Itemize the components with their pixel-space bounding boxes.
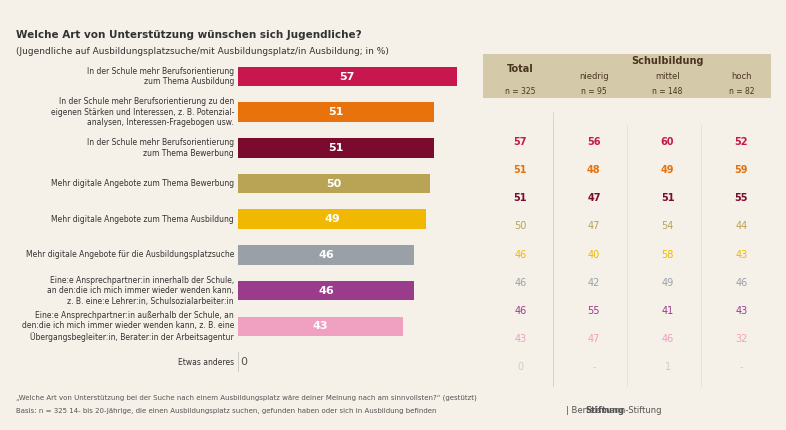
Text: Mehr digitale Angebote zum Thema Bewerbung: Mehr digitale Angebote zum Thema Bewerbu… [51, 179, 234, 188]
Text: Eine:e Ansprechpartner:in innerhalb der Schule,
an den:die ich mich immer wieder: Eine:e Ansprechpartner:in innerhalb der … [47, 276, 234, 306]
Text: 51: 51 [328, 143, 343, 153]
Text: Basis: n = 325 14- bis 20-Jährige, die einen Ausbildungsplatz suchen, gefunden h: Basis: n = 325 14- bis 20-Jährige, die e… [16, 408, 436, 414]
Text: n = 82: n = 82 [729, 86, 754, 95]
Text: 55: 55 [735, 193, 748, 203]
Text: | Bertelsmann­Stiftung: | Bertelsmann­Stiftung [566, 406, 662, 415]
Text: In der Schule mehr Berufsorientierung
zum Thema Bewerbung: In der Schule mehr Berufsorientierung zu… [87, 138, 234, 158]
Text: n = 148: n = 148 [652, 86, 683, 95]
Text: (Jugendliche auf Ausbildungsplatzsuche/mit Ausbildungsplatz/in Ausbildung; in %): (Jugendliche auf Ausbildungsplatzsuche/m… [16, 47, 388, 56]
Text: Welche Art von Unterstützung wünschen sich Jugendliche?: Welche Art von Unterstützung wünschen si… [16, 30, 362, 40]
Text: 59: 59 [735, 165, 748, 175]
Text: 44: 44 [735, 221, 747, 231]
Text: 42: 42 [588, 278, 600, 288]
Text: n = 95: n = 95 [581, 86, 607, 95]
Text: 51: 51 [661, 193, 674, 203]
Text: n = 325: n = 325 [505, 86, 535, 95]
Text: 51: 51 [328, 107, 343, 117]
Text: 48: 48 [587, 165, 601, 175]
Bar [238, 138, 434, 158]
Text: 49: 49 [662, 278, 674, 288]
FancyBboxPatch shape [546, 55, 771, 98]
Text: Etwas anderes: Etwas anderes [178, 357, 234, 366]
Bar [238, 67, 457, 86]
Bar [238, 245, 414, 265]
Text: 56: 56 [587, 137, 601, 147]
Text: 0: 0 [517, 362, 523, 372]
Text: 46: 46 [318, 286, 334, 296]
Bar [238, 174, 430, 194]
Bar [238, 209, 426, 229]
Text: 1: 1 [664, 362, 670, 372]
Text: 41: 41 [662, 306, 674, 316]
Text: niedrig: niedrig [579, 73, 608, 81]
Text: 46: 46 [735, 278, 747, 288]
Text: 55: 55 [588, 306, 601, 316]
Bar [238, 281, 414, 301]
Text: 43: 43 [514, 334, 527, 344]
Text: In der Schule mehr Berufsorientierung
zum Thema Ausbildung: In der Schule mehr Berufsorientierung zu… [87, 67, 234, 86]
Text: Mehr digitale Angebote zum Thema Ausbildung: Mehr digitale Angebote zum Thema Ausbild… [51, 215, 234, 224]
Text: 46: 46 [318, 250, 334, 260]
Text: 0: 0 [241, 357, 247, 367]
Bar [238, 102, 434, 122]
Text: 49: 49 [661, 165, 674, 175]
Text: 46: 46 [514, 306, 527, 316]
Text: -: - [592, 362, 596, 372]
Text: 51: 51 [513, 165, 527, 175]
Bar [238, 316, 403, 336]
Text: 57: 57 [340, 71, 355, 82]
Text: 43: 43 [735, 306, 747, 316]
Text: Eine:e Ansprechpartner:in außerhalb der Schule, an
den:die ich mich immer wieder: Eine:e Ansprechpartner:in außerhalb der … [22, 311, 234, 342]
Text: Mehr digitale Angebote für die Ausbildungsplatzsuche: Mehr digitale Angebote für die Ausbildun… [26, 251, 234, 259]
Text: 43: 43 [313, 321, 328, 332]
Text: 46: 46 [514, 249, 527, 260]
Text: 40: 40 [588, 249, 600, 260]
Text: 32: 32 [735, 334, 747, 344]
Text: hoch: hoch [731, 73, 751, 81]
Text: 43: 43 [735, 249, 747, 260]
Text: In der Schule mehr Berufsorientierung zu den
eigenen Stärken und Interessen, z. : In der Schule mehr Berufsorientierung zu… [50, 97, 234, 127]
Text: 46: 46 [662, 334, 674, 344]
Text: 47: 47 [588, 334, 600, 344]
Text: 54: 54 [662, 221, 674, 231]
Text: 52: 52 [735, 137, 748, 147]
Text: 50: 50 [514, 221, 527, 231]
Text: 58: 58 [662, 249, 674, 260]
FancyBboxPatch shape [479, 55, 546, 98]
Text: 51: 51 [513, 193, 527, 203]
Text: „Welche Art von Unterstützung bei der Suche nach einem Ausbildungsplatz wäre dei: „Welche Art von Unterstützung bei der Su… [16, 395, 476, 401]
Text: mittel: mittel [656, 73, 680, 81]
Text: 49: 49 [324, 214, 340, 224]
Bar [238, 352, 239, 372]
Text: Total: Total [507, 64, 534, 74]
Text: 50: 50 [326, 178, 341, 189]
Text: Schulbildung: Schulbildung [631, 56, 703, 67]
Text: 60: 60 [661, 137, 674, 147]
Text: 57: 57 [513, 137, 527, 147]
Text: 47: 47 [587, 193, 601, 203]
Text: Stiftung: Stiftung [586, 406, 625, 415]
Text: -: - [740, 362, 743, 372]
Text: 47: 47 [588, 221, 600, 231]
Text: 46: 46 [514, 278, 527, 288]
